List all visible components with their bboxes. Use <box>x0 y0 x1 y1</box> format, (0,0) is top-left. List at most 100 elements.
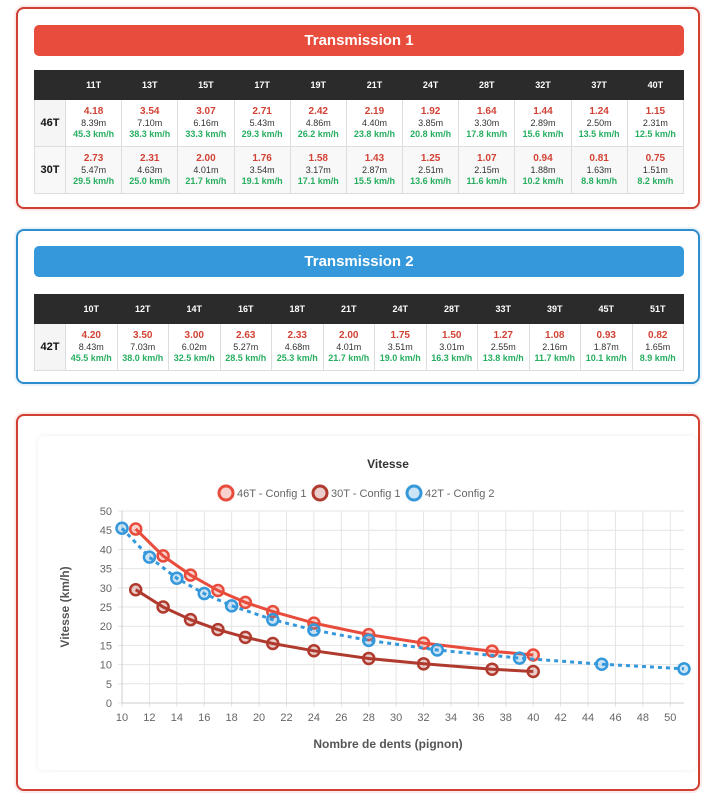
gear-cell: 2.33 4.68m 25.3 km/h <box>271 323 324 371</box>
data-point <box>307 623 321 637</box>
x-tick-label: 28 <box>363 712 375 724</box>
gear-ratio: 4.18 <box>83 106 104 117</box>
transmission-1-table: 11T 13T 15T 17T 19T 21T 24T 28T 32T 37T 40T 46T 4.18… <box>34 70 685 194</box>
y-tick-label: 40 <box>100 544 112 556</box>
gear-ratio: 4.20 <box>81 330 101 341</box>
gear-speed: 32.5 km/h <box>173 353 215 363</box>
gear-ratio: 1.92 <box>420 106 441 117</box>
y-tick-label: 25 <box>100 602 112 614</box>
gear-cell: 1.08 2.16m 11.7 km/h <box>528 323 581 371</box>
gear-development: 2.31m <box>642 118 668 128</box>
gear-speed: 21.7 km/h <box>328 353 370 363</box>
gear-ratio: 1.07 <box>477 153 497 164</box>
transmission-2-panel: Transmission 2 10T 12T 14T 16T 18T 21T 24T 28T 3… <box>16 229 700 384</box>
data-point <box>416 636 431 650</box>
legend-entry: 30T - Config 1 <box>331 488 401 500</box>
gear-speed: 17.1 km/h <box>297 176 339 186</box>
t1-chainring-row: 30T 2.73 5.47m 29.5 km/h 2.31 4.63m 25.0 km/h 2… <box>34 146 685 194</box>
y-tick-label: 0 <box>106 698 112 710</box>
gear-ratio: 2.73 <box>83 153 104 164</box>
gear-cell: 3.00 6.02m 32.5 km/h <box>168 323 221 371</box>
gear-development: 1.51m <box>642 165 668 175</box>
gear-speed: 25.3 km/h <box>276 353 318 363</box>
gear-ratio: 0.75 <box>645 153 666 164</box>
gear-development: 3.85m <box>418 118 444 128</box>
t1-cog-header: 11T <box>64 70 123 100</box>
gear-ratio: 3.00 <box>184 330 204 341</box>
gear-ratio: 1.44 <box>533 106 553 117</box>
data-point <box>128 582 143 597</box>
t1-cog-header: 15T <box>177 70 235 100</box>
chart-panel: 0 5 10 15 20 25 30 35 40 45 50 10 12 14 16 18 20 22 24 26 28… <box>16 414 700 791</box>
x-tick-label: 40 <box>527 712 539 724</box>
t1-cog-header: 28T <box>458 70 516 100</box>
t2-cog-header: 21T <box>322 294 375 324</box>
gear-development: 2.89m <box>530 118 556 128</box>
y-tick-label: 20 <box>100 621 112 633</box>
gear-cell: 1.58 3.17m 17.1 km/h <box>289 146 347 194</box>
gear-development: 3.54m <box>249 165 275 175</box>
gear-development: 2.87m <box>361 165 387 175</box>
gear-speed: 11.7 km/h <box>534 353 576 363</box>
t2-cog-header: 39T <box>528 294 581 324</box>
gear-speed: 12.5 km/h <box>634 129 676 139</box>
gear-speed: 25.0 km/h <box>129 176 171 186</box>
t2-cog-header: 33T <box>477 294 530 324</box>
data-point <box>485 662 499 676</box>
data-point <box>115 521 129 536</box>
data-point <box>224 599 239 613</box>
gear-cell: 2.31 4.63m 25.0 km/h <box>121 146 179 194</box>
y-tick-label: 5 <box>106 679 112 691</box>
x-tick-label: 38 <box>500 712 512 724</box>
gear-ratio: 1.27 <box>493 330 513 341</box>
gear-speed: 45.5 km/h <box>70 353 112 363</box>
gear-speed: 26.2 km/h <box>297 129 339 139</box>
t2-cog-header: 18T <box>271 294 324 324</box>
data-point <box>238 630 253 645</box>
gear-cell: 2.73 5.47m 29.5 km/h <box>64 146 123 194</box>
x-tick-label: 10 <box>116 712 128 724</box>
x-tick-label: 14 <box>171 712 183 724</box>
data-point <box>266 612 280 627</box>
gear-speed: 29.5 km/h <box>73 176 115 186</box>
data-point <box>156 549 170 563</box>
gear-ratio: 2.00 <box>339 330 359 341</box>
data-point <box>361 651 376 666</box>
gear-development: 1.88m <box>530 165 556 175</box>
x-tick-label: 30 <box>390 712 402 724</box>
gear-speed: 13.8 km/h <box>482 353 524 363</box>
gear-ratio: 1.75 <box>390 330 410 341</box>
gear-speed: 13.6 km/h <box>410 176 452 186</box>
x-tick-label: 42 <box>555 712 567 724</box>
x-tick-label: 20 <box>253 712 265 724</box>
gear-speed: 29.3 km/h <box>241 129 283 139</box>
gear-ratio: 2.33 <box>287 330 307 341</box>
legend-entry: 42T - Config 2 <box>425 488 495 500</box>
gear-development: 2.15m <box>474 165 500 175</box>
gear-speed: 21.7 km/h <box>185 176 227 186</box>
gear-speed: 19.1 km/h <box>241 176 283 186</box>
x-tick-label: 48 <box>637 712 649 724</box>
x-tick-label: 18 <box>226 712 238 724</box>
gear-speed: 20.8 km/h <box>410 129 452 139</box>
data-point <box>183 612 198 627</box>
gear-ratio: 2.63 <box>236 330 256 341</box>
data-point <box>156 600 170 614</box>
legend-marker <box>311 484 329 502</box>
gear-ratio: 1.50 <box>442 330 462 341</box>
t1-cog-header: 37T <box>570 70 628 100</box>
legend-entry: 46T - Config 1 <box>237 488 307 500</box>
gear-development: 1.87m <box>593 342 619 352</box>
gear-cell: 2.71 5.43m 29.3 km/h <box>233 99 291 147</box>
gear-speed: 13.5 km/h <box>578 129 620 139</box>
x-tick-label: 16 <box>198 712 210 724</box>
gear-development: 2.16m <box>542 342 568 352</box>
gear-speed: 38.0 km/h <box>122 353 164 363</box>
gear-cell: 2.19 4.40m 23.8 km/h <box>345 99 404 147</box>
gear-ratio: 2.19 <box>364 106 385 117</box>
gear-cell: 0.93 1.87m 10.1 km/h <box>580 323 633 371</box>
x-tick-label: 46 <box>609 712 621 724</box>
gear-speed: 16.3 km/h <box>431 353 473 363</box>
data-point <box>266 636 280 651</box>
chart-container: 0 5 10 15 20 25 30 35 40 45 50 10 12 14 16 18 20 22 24 26 28… <box>38 436 696 770</box>
